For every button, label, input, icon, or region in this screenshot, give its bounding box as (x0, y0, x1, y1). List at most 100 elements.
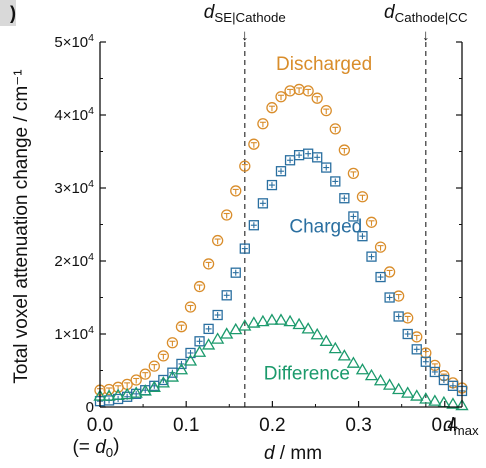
discharged-point (302, 85, 314, 97)
series-layer (93, 83, 469, 411)
discharged-point (329, 123, 341, 135)
charged-point (293, 149, 305, 161)
discharged-point (211, 234, 224, 247)
discharged-point (248, 138, 260, 150)
charged-point (438, 374, 450, 386)
x-axis-title: d / mm (264, 443, 322, 464)
difference-point (120, 387, 134, 400)
charged-point (302, 148, 314, 159)
marker-layer (244, 42, 427, 407)
charged-point (429, 366, 441, 378)
charged-point (194, 336, 205, 347)
difference-point (301, 322, 315, 334)
charged-point (257, 198, 269, 209)
series-charged (94, 148, 468, 407)
difference-point (247, 316, 261, 328)
discharged-point (392, 290, 405, 302)
difference-point (328, 341, 342, 354)
charged-point (348, 211, 359, 222)
charged-point (266, 179, 278, 191)
charged-point (393, 311, 404, 322)
discharged-point (293, 83, 305, 96)
discharged-point (148, 360, 160, 372)
charged-point (330, 176, 341, 187)
difference-point (382, 378, 397, 390)
panel-tag: ) (0, 0, 16, 26)
difference-point (355, 362, 370, 375)
discharged-point (275, 91, 287, 103)
boundary-label-0: dSE|Cathode (204, 2, 286, 25)
discharged-point (175, 321, 188, 333)
discharged-point (157, 350, 170, 362)
y-tick-label-0: 0 (86, 399, 94, 416)
x-sublabel: (= d0) (72, 435, 119, 460)
difference-point (373, 373, 388, 386)
charged-point (212, 309, 223, 321)
difference-point (455, 398, 469, 411)
discharged-point (130, 374, 142, 386)
discharged-point (184, 301, 197, 313)
label-layer: dSE|Cathode ↓ dCathode|CC ↓ Discharged Charge… (11, 2, 468, 464)
x-tick-label-2: 0.2 (259, 415, 285, 436)
discharged-point (193, 280, 206, 293)
difference-point (419, 392, 433, 404)
series-label-charged: Charged (289, 217, 362, 238)
difference-point (256, 314, 270, 327)
difference-point (265, 313, 279, 325)
charged-point (321, 162, 332, 173)
difference-point (346, 356, 361, 368)
x-tick-label-4: 0.4 (432, 415, 459, 436)
discharged-point (311, 92, 323, 104)
discharged-point (411, 331, 423, 343)
series-discharged (94, 83, 468, 396)
charged-point (239, 243, 250, 254)
charged-point (357, 231, 368, 242)
charged-point (375, 271, 386, 283)
difference-point (183, 354, 198, 366)
boundary-label-1: dCathode|CC (384, 2, 468, 25)
difference-point (337, 349, 351, 361)
difference-point (192, 345, 207, 357)
difference-point (446, 397, 460, 409)
discharged-point (347, 167, 360, 180)
discharged-point (338, 144, 351, 156)
y-tick-label-3: 3×104 (54, 178, 94, 197)
x-end-label: dmax (443, 415, 479, 438)
charged-point (420, 356, 431, 367)
series-label-difference: Difference (264, 363, 350, 384)
discharged-point (365, 216, 378, 228)
charged-point (402, 328, 413, 340)
discharged-point (257, 118, 269, 130)
difference-point (428, 394, 442, 406)
charged-point (384, 292, 395, 303)
discharged-point (429, 359, 441, 372)
difference-point (410, 389, 424, 401)
discharged-point (374, 241, 387, 253)
charged-point (411, 344, 422, 355)
difference-point (220, 327, 234, 339)
discharged-point (239, 160, 251, 172)
difference-point (147, 380, 161, 392)
charged-point (221, 290, 232, 301)
y-axis-title: Total voxel attenuation change / cm⁻¹ (11, 69, 32, 383)
discharged-point (402, 312, 414, 324)
x-tick-label-3: 0.3 (345, 415, 371, 436)
difference-point (310, 327, 324, 340)
difference-point (102, 389, 116, 401)
discharged-point (284, 85, 296, 97)
discharged-point (202, 258, 215, 270)
difference-point (392, 382, 406, 395)
y-tick-label-2: 2×104 (54, 251, 94, 270)
difference-point (401, 386, 415, 398)
difference-point (111, 388, 125, 400)
discharged-point (266, 102, 278, 114)
difference-point (129, 386, 143, 398)
difference-point (138, 384, 152, 396)
charged-point (284, 155, 296, 166)
series-label-discharged: Discharged (276, 54, 372, 75)
difference-point (156, 376, 170, 388)
discharged-point (221, 209, 233, 221)
charged-point (203, 323, 214, 335)
difference-point (274, 313, 288, 325)
